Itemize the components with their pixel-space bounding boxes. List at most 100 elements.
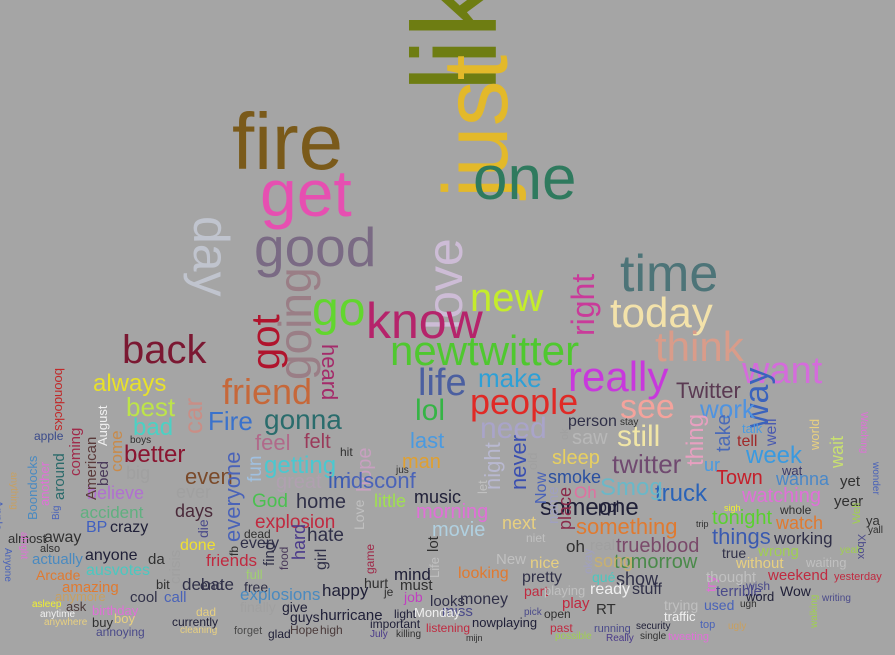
- word-fun: fun: [245, 455, 266, 482]
- word-wat: wat: [782, 463, 803, 478]
- word-pretty: pretty: [522, 569, 563, 586]
- word-idsconf: idsconf: [346, 468, 416, 493]
- word-fire: fire: [232, 97, 344, 186]
- word-rt: RT: [596, 601, 616, 618]
- word-gonna: gonna: [264, 404, 342, 435]
- word-anymore: anymore: [55, 589, 106, 604]
- word-high: high: [320, 623, 343, 637]
- word-boys: boys: [130, 435, 152, 446]
- word-cool: cool: [130, 589, 158, 606]
- word-tell: tell: [737, 433, 758, 450]
- word-watching: watching: [742, 485, 821, 507]
- word-bp: BP: [86, 519, 108, 536]
- word-im: im: [328, 468, 352, 493]
- word-done: done: [180, 537, 216, 554]
- word-ausvotes: ausvotes: [86, 562, 151, 579]
- word-trueblood: trueblood: [616, 535, 700, 557]
- word-monday: Monday: [414, 605, 461, 620]
- word-week: week: [746, 442, 803, 469]
- word-killing: killing: [396, 629, 422, 640]
- word-let: let: [475, 480, 490, 494]
- word-wrong: wrong: [758, 543, 799, 560]
- word-anywhere: anywhere: [44, 617, 88, 628]
- word-yall: yall: [868, 525, 884, 536]
- word-trying: trying: [664, 597, 699, 613]
- word-ppl: ppl: [598, 499, 620, 516]
- word-crisis: crisis: [167, 549, 184, 584]
- word-twitter-cap: Twitter: [676, 378, 741, 403]
- word-watching-cap: Watching: [858, 412, 869, 454]
- word-every: every: [240, 535, 280, 552]
- word-looks: looks: [430, 593, 466, 610]
- word-happy: happy: [322, 581, 369, 600]
- word-alright: alright: [18, 532, 29, 560]
- word-explosions: explosions: [240, 585, 321, 604]
- word-wanna: wanna: [776, 469, 830, 489]
- word-hit: hit: [340, 445, 353, 459]
- word-tweeting: tweeting: [668, 631, 709, 643]
- word-love-cap: Love: [351, 499, 367, 530]
- word-nowplaying: nowplaying: [472, 615, 538, 630]
- word-good: good: [254, 216, 377, 278]
- word-take: take: [713, 414, 735, 452]
- word-someone: someone: [540, 494, 639, 521]
- word-free: free: [244, 579, 269, 595]
- word-je: je: [384, 585, 394, 599]
- word-go: go: [312, 283, 366, 336]
- word-bad: bad: [133, 414, 174, 441]
- word-talk: talk: [742, 421, 763, 436]
- word-trip: trip: [696, 519, 709, 529]
- word-dead: dead: [244, 527, 271, 541]
- word-ever: ever: [176, 482, 212, 502]
- word-debate: debate: [182, 575, 234, 594]
- word-boy: boy: [114, 611, 135, 626]
- word-currently: currently: [172, 615, 219, 629]
- word-know: know: [366, 293, 483, 349]
- word-traffic: traffic: [664, 609, 696, 624]
- word-home: home: [296, 491, 347, 513]
- word-birthday: birthday: [92, 603, 139, 618]
- word-day: day: [183, 216, 239, 297]
- word-working: working: [774, 529, 833, 548]
- word-buy: buy: [92, 615, 113, 630]
- word-away: away: [44, 529, 82, 546]
- word-light: light: [394, 607, 417, 621]
- word-without: without: [736, 555, 784, 572]
- word-show: show: [616, 569, 659, 589]
- word-well-cap: Well: [851, 502, 863, 524]
- word-full: full: [246, 567, 263, 582]
- word-august: August: [95, 405, 110, 446]
- word-past: past: [550, 621, 573, 635]
- word-important: important: [370, 617, 421, 631]
- word-find: find: [261, 541, 278, 566]
- word-play: play: [562, 595, 590, 612]
- word-annoying: annoying: [96, 625, 145, 639]
- word-right: right: [565, 273, 601, 336]
- word-around: around: [51, 453, 68, 500]
- word-song: song: [594, 551, 634, 571]
- word-thought: thought: [706, 569, 757, 586]
- word-person: person: [568, 413, 617, 430]
- word-music: music: [414, 487, 462, 507]
- word-get: get: [260, 156, 352, 230]
- word-twitter: twitter: [612, 449, 682, 479]
- word-mijn: mijn: [466, 633, 483, 643]
- word-felt: felt: [304, 431, 331, 453]
- word-god: God: [252, 491, 288, 512]
- word-anything: anything: [8, 472, 19, 510]
- word-people: people: [470, 381, 579, 422]
- word-also: also: [40, 543, 61, 555]
- word-see: see: [620, 388, 675, 426]
- word-glad: glad: [268, 627, 291, 641]
- word-coming: coming: [67, 427, 84, 476]
- word-game: game: [363, 543, 377, 574]
- word-bit: bit: [156, 577, 170, 592]
- word-great: great: [276, 471, 322, 493]
- word-friends: friends: [206, 551, 258, 570]
- word-hope-cap: Hope: [290, 623, 319, 637]
- word-boondocks: boondocks: [52, 368, 67, 431]
- word-tomorrow: tomorrow: [614, 551, 698, 573]
- word-top: top: [700, 619, 716, 631]
- word-nice: nice: [530, 555, 560, 572]
- word-listening: listening: [426, 621, 471, 635]
